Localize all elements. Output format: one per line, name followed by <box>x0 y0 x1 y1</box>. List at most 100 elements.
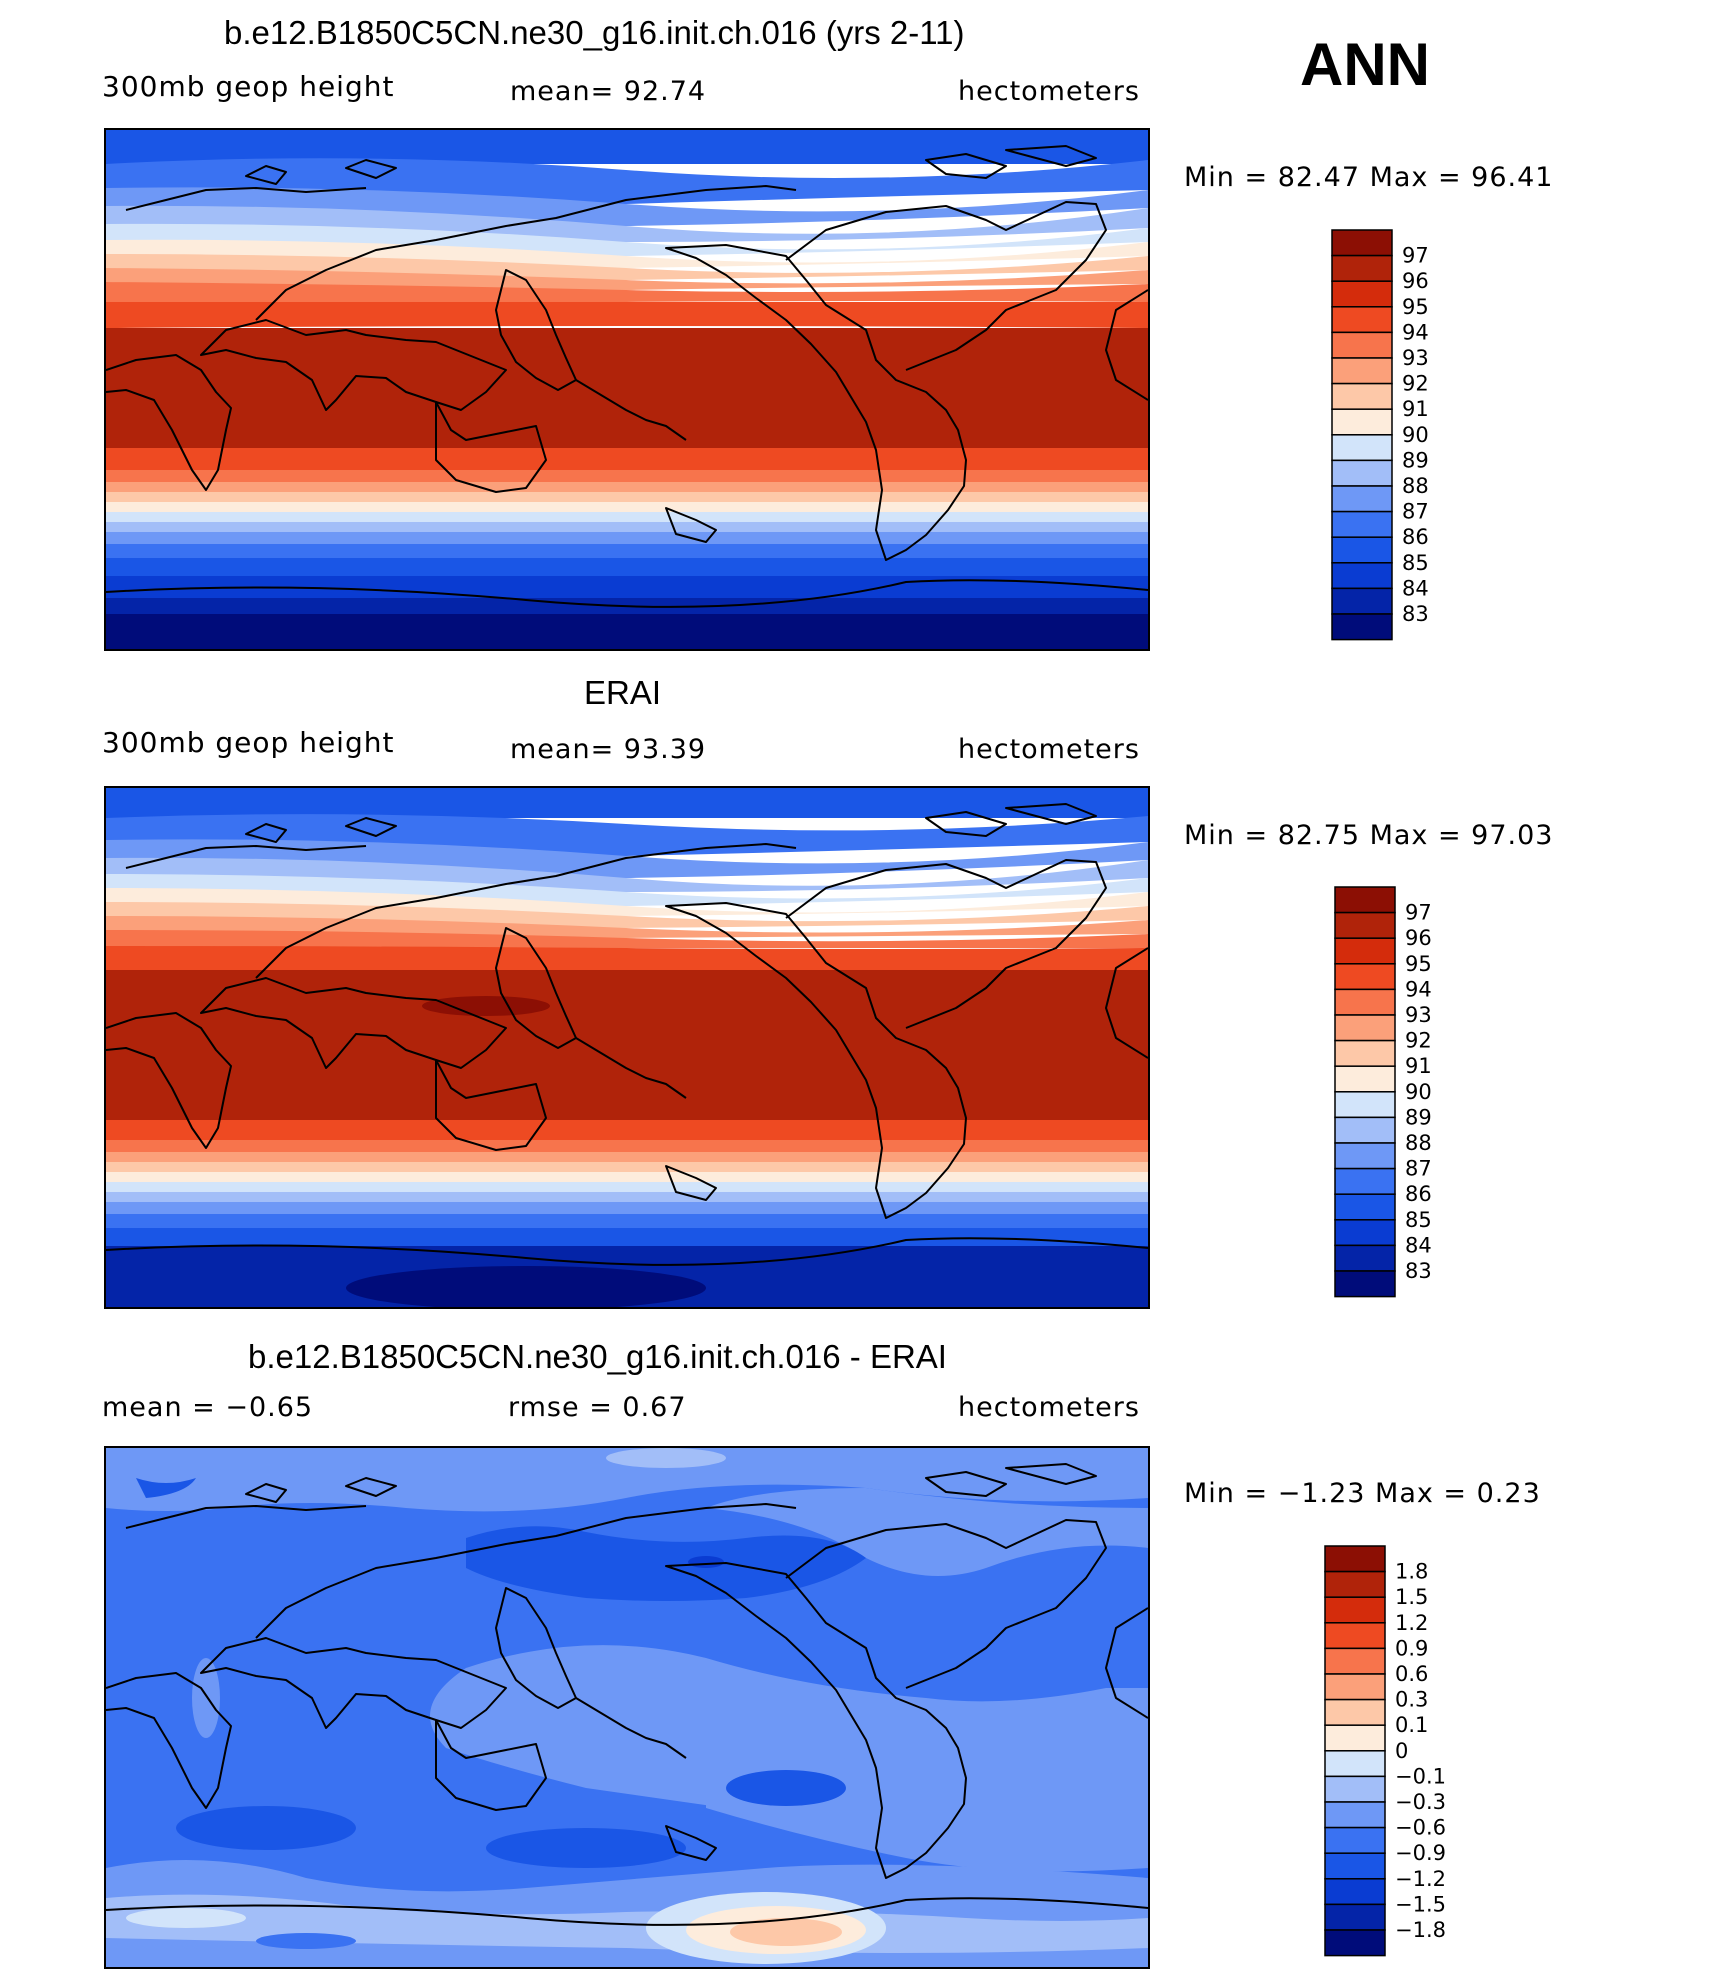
colorbar-tick-label: 83 <box>1402 602 1429 626</box>
colorbar-tick-label: 95 <box>1405 952 1432 976</box>
colorbar-tick-label: 90 <box>1405 1080 1432 1104</box>
colorbar-tick-label: 97 <box>1405 901 1432 925</box>
season-label: ANN <box>1300 31 1430 98</box>
colorbar-tick-label: −1.2 <box>1395 1867 1446 1891</box>
colorbar-tick-label: 1.5 <box>1395 1585 1428 1609</box>
colorbar-tick-label: 85 <box>1402 551 1429 575</box>
colorbar-swatch <box>1331 357 1393 385</box>
colorbar-swatch <box>1324 1826 1386 1854</box>
colorbar-tick-label: 0.9 <box>1395 1636 1428 1660</box>
colorbar-swatch <box>1334 1244 1396 1272</box>
colorbar-swatch <box>1331 510 1393 538</box>
colorbar-swatch <box>1324 1596 1386 1624</box>
colorbar-tick-label: 97 <box>1402 244 1429 268</box>
colorbar-tick-label: 92 <box>1405 1029 1432 1053</box>
colorbar-swatch <box>1324 1801 1386 1829</box>
colorbar-tick-label: 1.8 <box>1395 1560 1428 1584</box>
colorbar-swatch <box>1324 1673 1386 1701</box>
colorbar-swatch <box>1324 1570 1386 1598</box>
panel-obs-mean-label: mean= 93.39 <box>510 734 707 765</box>
colorbar-tick-label: 84 <box>1405 1233 1432 1257</box>
colorbar-swatch <box>1334 1167 1396 1195</box>
colorbar-swatch <box>1334 963 1396 991</box>
colorbar-tick-label: 1.2 <box>1395 1611 1428 1635</box>
panel-model-mean-label: mean= 92.74 <box>510 76 707 107</box>
colorbar-swatch <box>1324 1903 1386 1931</box>
colorbar-swatch <box>1334 1116 1396 1144</box>
diff-coastlines <box>106 1463 1148 1926</box>
colorbar-tick-label: 87 <box>1402 500 1429 524</box>
panel-obs-units-label: hectometers <box>958 734 1140 765</box>
panel-diff-mean-label: mean = −0.65 <box>102 1392 314 1423</box>
colorbar-swatch <box>1334 1014 1396 1042</box>
panel-obs-colorbar: 97 96 95 94 93 92 91 90 89 88 87 86 85 84 83 <box>1334 886 1475 1298</box>
obs-contour-bands <box>106 788 1148 1307</box>
panel-obs-minmax: Min = 82.75 Max = 97.03 <box>1184 820 1554 851</box>
colorbar-swatch <box>1334 1065 1396 1093</box>
colorbar-swatch <box>1334 911 1396 939</box>
colorbar-swatch <box>1334 1039 1396 1067</box>
colorbar-tick-label: 83 <box>1405 1259 1432 1283</box>
colorbar-swatch <box>1324 1929 1386 1957</box>
colorbar-tick-label: 0 <box>1395 1739 1408 1763</box>
panel-diff-minmax: Min = −1.23 Max = 0.23 <box>1184 1478 1541 1509</box>
panel-model-units-label: hectometers <box>958 76 1140 107</box>
colorbar-swatch <box>1331 536 1393 564</box>
colorbar-swatch <box>1324 1750 1386 1778</box>
panel-model-colorbar: 97 96 95 94 93 92 91 90 89 88 87 86 85 84 83 <box>1331 229 1472 641</box>
colorbar-swatch <box>1324 1622 1386 1650</box>
colorbar-swatch <box>1331 280 1393 308</box>
panel-obs-variable-label: 300mb geop height <box>102 726 395 759</box>
colorbar-swatch <box>1334 988 1396 1016</box>
colorbar-swatch <box>1331 613 1393 641</box>
colorbar-swatch <box>1334 1270 1396 1298</box>
colorbar-tick-label: 86 <box>1402 525 1429 549</box>
obs-coastlines <box>106 803 1148 1266</box>
colorbar-tick-label: 96 <box>1405 926 1432 950</box>
colorbar-tick-label: 84 <box>1402 576 1429 600</box>
colorbar-swatch <box>1324 1545 1386 1573</box>
colorbar-tick-label: 96 <box>1402 269 1429 293</box>
panel-diff-rmse-label: rmse = 0.67 <box>508 1392 687 1423</box>
colorbar-swatch <box>1334 1219 1396 1247</box>
colorbar-tick-label: 0.1 <box>1395 1713 1428 1737</box>
colorbar-tick-label: 91 <box>1405 1054 1432 1078</box>
panel-diff-units-label: hectometers <box>958 1392 1140 1423</box>
colorbar-swatch <box>1331 331 1393 359</box>
colorbar-tick-label: 88 <box>1402 474 1429 498</box>
diff-contour-bands <box>106 1448 1148 1967</box>
colorbar-swatch <box>1324 1775 1386 1803</box>
colorbar-swatch <box>1331 229 1393 257</box>
colorbar-tick-label: 0.6 <box>1395 1662 1428 1686</box>
colorbar-swatch <box>1324 1724 1386 1752</box>
colorbar-tick-label: 93 <box>1405 1003 1432 1027</box>
panel-model-variable-label: 300mb geop height <box>102 70 395 103</box>
panel-obs-title: ERAI <box>584 674 662 711</box>
colorbar-swatch <box>1324 1852 1386 1880</box>
colorbar-swatch <box>1324 1698 1386 1726</box>
panel-diff-title: b.e12.B1850C5CN.ne30_g16.init.ch.016 - E… <box>248 1338 947 1375</box>
colorbar-swatch <box>1331 306 1393 334</box>
colorbar-tick-label: 93 <box>1402 346 1429 370</box>
colorbar-swatch <box>1331 408 1393 436</box>
colorbar-swatch <box>1331 459 1393 487</box>
colorbar-swatch <box>1334 1193 1396 1221</box>
colorbar-tick-label: 92 <box>1402 372 1429 396</box>
colorbar-tick-label: 86 <box>1405 1182 1432 1206</box>
colorbar-tick-label: 95 <box>1402 295 1429 319</box>
colorbar-tick-label: −0.9 <box>1395 1841 1446 1865</box>
colorbar-swatch <box>1334 937 1396 965</box>
panel-model-minmax: Min = 82.47 Max = 96.41 <box>1184 162 1554 193</box>
panel-diff-map <box>104 1446 1150 1969</box>
colorbar-swatch <box>1331 587 1393 615</box>
colorbar-swatch <box>1331 254 1393 282</box>
model-coastlines <box>106 145 1148 608</box>
colorbar-tick-label: −1.8 <box>1395 1918 1446 1942</box>
colorbar-swatch <box>1331 485 1393 513</box>
colorbar-swatch <box>1331 382 1393 410</box>
model-contour-bands <box>106 130 1148 649</box>
colorbar-swatch <box>1331 434 1393 462</box>
colorbar-swatch <box>1334 1142 1396 1170</box>
colorbar-tick-label: 90 <box>1402 423 1429 447</box>
panel-obs-map <box>104 786 1150 1309</box>
